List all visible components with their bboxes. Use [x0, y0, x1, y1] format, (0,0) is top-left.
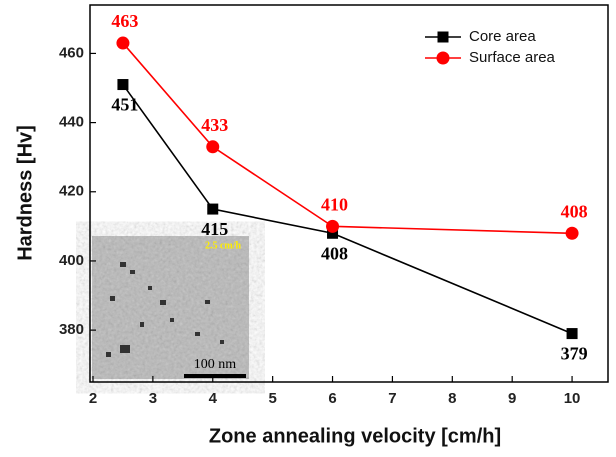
inset-label: 2.5 cm/h	[205, 240, 242, 251]
data-point	[117, 79, 128, 90]
x-axis-title: Zone annealing velocity [cm/h]	[209, 425, 501, 447]
x-tick-label: 6	[328, 390, 336, 407]
value-label: 463	[111, 11, 138, 31]
x-tick-label: 7	[388, 390, 396, 407]
data-point	[207, 204, 218, 215]
y-tick-label: 420	[59, 183, 84, 200]
y-tick-label: 440	[59, 114, 84, 131]
y-tick-label: 380	[59, 321, 84, 338]
value-label: 408	[561, 201, 588, 221]
value-label: 408	[321, 243, 348, 263]
inset-image: 2.5 cm/h 100 nm	[92, 236, 249, 379]
x-tick-label: 10	[564, 390, 581, 407]
value-label: 379	[561, 344, 588, 364]
y-axis-title: Hardness [Hv]	[14, 125, 36, 261]
y-tick-label: 400	[59, 252, 84, 269]
data-point	[206, 140, 219, 153]
y-tick-label: 460	[59, 44, 84, 61]
x-tick-label: 8	[448, 390, 456, 407]
value-label: 451	[111, 95, 138, 115]
value-label: 410	[321, 194, 348, 214]
data-point	[116, 37, 129, 50]
x-tick-label: 9	[508, 390, 516, 407]
x-tick-label: 2	[89, 390, 97, 407]
legend-label: Core area	[469, 28, 536, 45]
data-point	[567, 328, 578, 339]
inset-scale-label: 100 nm	[194, 357, 237, 372]
value-label: 415	[201, 219, 228, 239]
legend-marker	[437, 52, 450, 65]
value-label: 433	[201, 115, 228, 135]
legend-label: Surface area	[469, 49, 556, 66]
data-point	[566, 227, 579, 240]
legend-marker	[438, 32, 449, 43]
data-point	[326, 220, 339, 233]
x-tick-label: 3	[149, 390, 157, 407]
inset-scale-bar	[184, 374, 246, 378]
x-tick-label: 5	[268, 390, 276, 407]
chart: Zone annealing velocity [cm/h] Hardness …	[0, 0, 616, 457]
x-tick-label: 4	[209, 390, 218, 407]
